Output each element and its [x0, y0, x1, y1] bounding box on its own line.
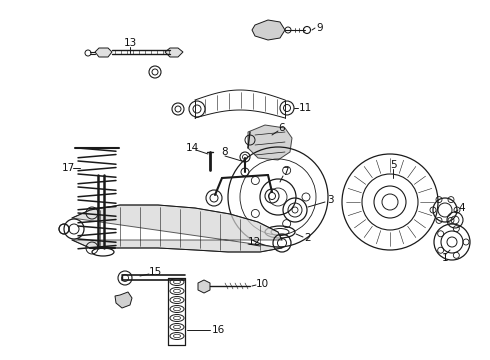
Polygon shape — [115, 292, 132, 308]
Text: 5: 5 — [390, 160, 396, 170]
Text: 13: 13 — [123, 38, 137, 48]
Polygon shape — [165, 48, 183, 57]
Polygon shape — [252, 20, 285, 40]
Text: 14: 14 — [185, 143, 198, 153]
Polygon shape — [198, 280, 210, 293]
Text: 3: 3 — [327, 195, 333, 205]
Text: 11: 11 — [298, 103, 312, 113]
Text: 6: 6 — [279, 123, 285, 133]
Polygon shape — [72, 205, 282, 252]
Text: 7: 7 — [282, 167, 288, 177]
Polygon shape — [248, 125, 292, 160]
Text: 9: 9 — [317, 23, 323, 33]
Text: 8: 8 — [221, 147, 228, 157]
Text: 2: 2 — [305, 233, 311, 243]
Text: 1: 1 — [441, 253, 448, 263]
Polygon shape — [95, 48, 112, 57]
Text: 10: 10 — [255, 279, 269, 289]
Text: 17: 17 — [61, 163, 74, 173]
Text: 15: 15 — [148, 267, 162, 277]
Text: 12: 12 — [247, 237, 261, 247]
Text: 4: 4 — [459, 203, 466, 213]
Text: 16: 16 — [211, 325, 224, 335]
